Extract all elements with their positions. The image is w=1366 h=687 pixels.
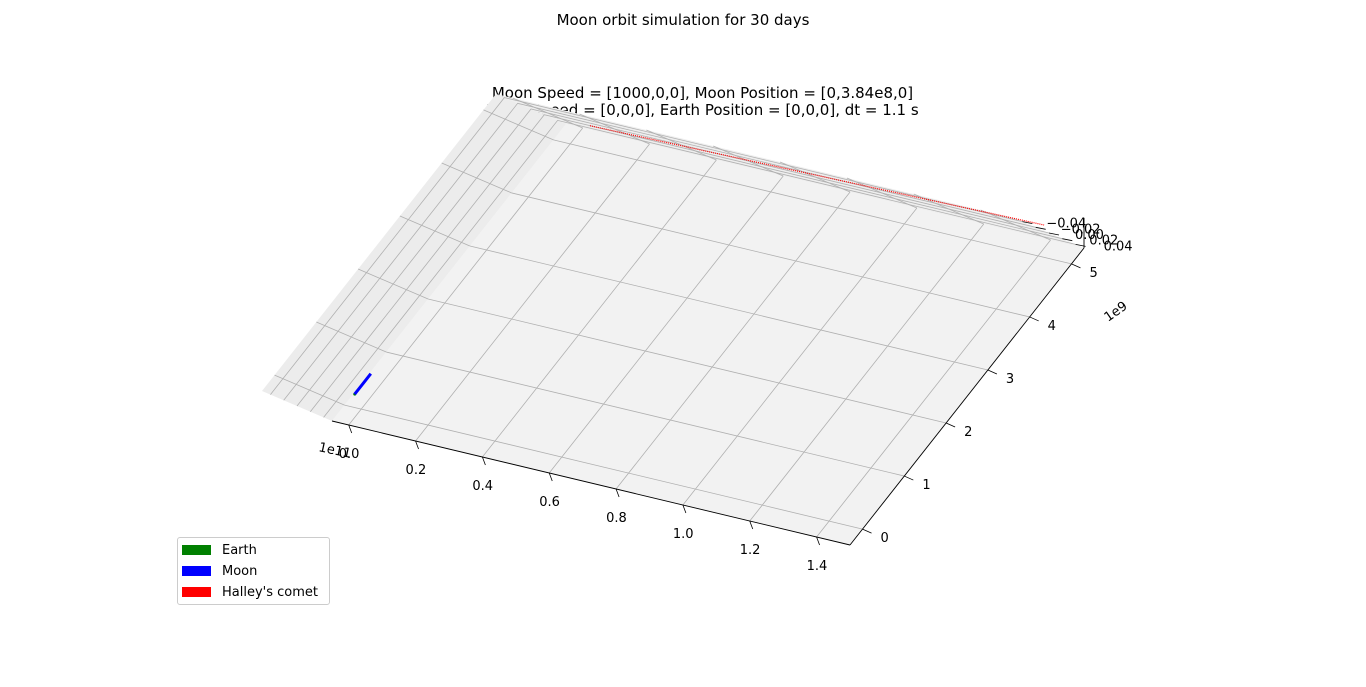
x-tick-label: 0.8 (606, 511, 627, 526)
y-tick-label: 0 (881, 531, 889, 546)
x-tick-mark (816, 536, 820, 546)
z-grid-line (270, 97, 1023, 395)
x-tick-label: 0.2 (406, 463, 427, 478)
y-tick-label: 5 (1089, 266, 1097, 281)
z-tick-label: 0.02 (1089, 234, 1118, 249)
series-moon (353, 372, 372, 396)
legend-item-earth: Earth (182, 541, 257, 559)
y-grid-line (344, 404, 863, 530)
legend-label-halleys-comet: Halley's comet (222, 584, 318, 600)
y-grid-line (511, 192, 1030, 318)
y-tick-mark (1029, 316, 1039, 322)
x-grid-line (348, 127, 584, 426)
z-grid-line (296, 108, 1050, 407)
x-offset-label: 1e11 (317, 440, 352, 461)
y-tick-mark (945, 422, 956, 428)
legend-swatch-earth (182, 545, 211, 555)
z-tick-mark (1075, 244, 1086, 247)
x-axis-line (331, 420, 851, 546)
z-grid-line (323, 119, 1076, 418)
x-tick-label: 1.2 (740, 543, 761, 558)
x-tick-label: 0.0 (339, 447, 360, 462)
z-tick-label: −0.02 (1061, 222, 1101, 237)
z-tick-mark (1022, 221, 1033, 224)
z-tick-label: 0.04 (1104, 239, 1133, 254)
z-tick-label: 0.00 (1075, 228, 1104, 243)
y-tick-mark (1071, 263, 1081, 269)
y-tick-mark (904, 475, 914, 481)
y-tick-mark (987, 369, 998, 375)
legend-item-halleys-comet: Halley's comet (182, 583, 318, 601)
x-tick-label: 1.4 (807, 559, 828, 574)
axis-lines (331, 218, 1085, 546)
x-grid-line (682, 207, 918, 506)
x-tick-label: 1.0 (673, 527, 694, 542)
z-grid-line (309, 114, 1063, 412)
x-grid-line (749, 223, 985, 522)
grid-lines (270, 97, 1076, 538)
legend-swatch-halleys-comet (182, 587, 211, 597)
y-grid-line (386, 351, 905, 477)
chart-title-line-2: Earth Speed = [0,0,0], Earth Position = … (486, 101, 919, 119)
z-grid-line (283, 102, 1036, 401)
legend-swatch-moon (182, 566, 211, 576)
y-grid-line (553, 139, 1072, 265)
y-tick-label: 3 (1006, 372, 1014, 387)
x-tick-mark (615, 488, 620, 498)
y-tick-label: 2 (964, 425, 972, 440)
x-tick-mark (348, 424, 353, 434)
x-grid-line (548, 175, 784, 474)
y-grid-line (469, 245, 988, 371)
legend: Earth Moon Halley's comet (177, 537, 330, 605)
z-tick-mark (1062, 238, 1073, 242)
figure-title: Moon orbit simulation for 30 days (556, 11, 810, 29)
legend-item-moon: Moon (182, 562, 257, 580)
x-tick-label: 0.4 (472, 479, 493, 494)
x-tick-mark (749, 520, 754, 530)
y-tick-label: 4 (1048, 319, 1056, 334)
x-tick-mark (415, 440, 419, 450)
legend-label-moon: Moon (222, 563, 258, 579)
x-tick-mark (548, 472, 553, 482)
y-axis-line (849, 247, 1085, 546)
axis-panes (262, 94, 1084, 545)
y-grid-line (428, 298, 947, 424)
z-tick-label: −0.04 (1046, 217, 1086, 232)
x-tick-mark (682, 504, 687, 514)
z-tick-mark (1035, 226, 1046, 230)
legend-label-earth: Earth (222, 542, 257, 558)
x-grid-line (415, 143, 650, 442)
tick-labels: 0.0 0.2 0.4 0.6 0.8 1.0 1.2 1.4 0 1 2 3 4 5 0.040.020.… (339, 217, 1133, 574)
y-tick-label: 1 (922, 478, 930, 493)
z-tick-mark (1048, 232, 1060, 236)
x-grid-line (482, 159, 717, 458)
x-tick-label: 0.6 (539, 495, 560, 510)
series-halley-s-comet (589, 125, 1045, 226)
floor-pane (332, 124, 1084, 545)
y-tick-mark (862, 528, 872, 534)
x-grid-line (816, 239, 1051, 538)
x-tick-mark (482, 456, 486, 466)
y-offset-label: 1e9 (1102, 299, 1131, 325)
series-layer (353, 125, 1045, 396)
chart-title-line-1: Moon Speed = [1000,0,0], Moon Position =… (491, 84, 914, 102)
x-grid-line (615, 191, 851, 490)
